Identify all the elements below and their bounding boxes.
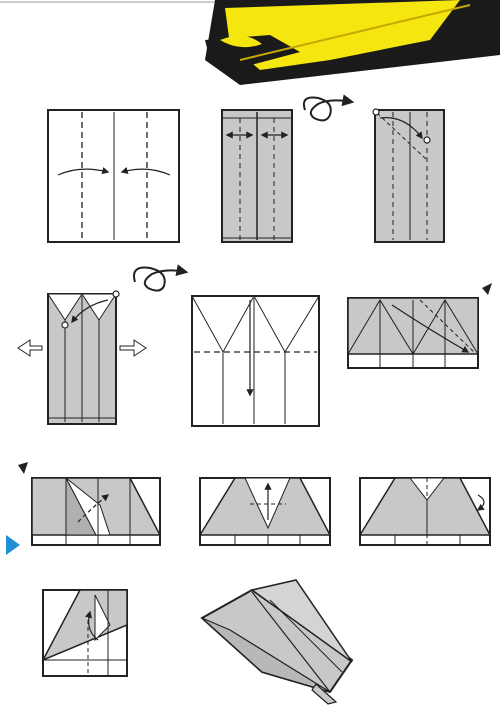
fold-arrow-icon (391, 304, 470, 353)
step-2 (221, 109, 293, 243)
step-9 (358, 477, 492, 546)
pull-left-arrow-icon (17, 339, 43, 357)
fold-arrow-icon (476, 494, 485, 511)
flip-over-icon (133, 264, 189, 292)
step-3 (372, 108, 445, 243)
fold-arrow-icon (71, 299, 109, 324)
step-10 (41, 589, 128, 677)
step-5 (191, 294, 320, 427)
rotate-marker-icon (482, 283, 492, 295)
fold-arrow-icon (77, 494, 110, 523)
fold-arrow-icon (379, 117, 423, 140)
fold-arrow-icon (57, 167, 110, 176)
flip-over-icon (302, 94, 355, 122)
pivot-point-icon (372, 108, 380, 116)
step-11-finished-plane (200, 579, 354, 705)
fold-arrow-icon (120, 167, 171, 176)
step-6 (347, 283, 492, 369)
step-1 (47, 109, 180, 243)
step-4 (17, 290, 147, 425)
pull-right-arrow-icon (119, 339, 147, 357)
fold-arrow-icon (84, 610, 99, 641)
rotate-marker-icon (18, 462, 28, 474)
banner-plane-graphic (0, 0, 500, 85)
step-7 (6, 462, 162, 555)
pivot-point-icon (423, 136, 431, 144)
side-accent-marker (6, 535, 20, 555)
pivot-point-icon (61, 321, 69, 329)
step-8 (198, 477, 332, 546)
pivot-point-icon (112, 290, 120, 298)
